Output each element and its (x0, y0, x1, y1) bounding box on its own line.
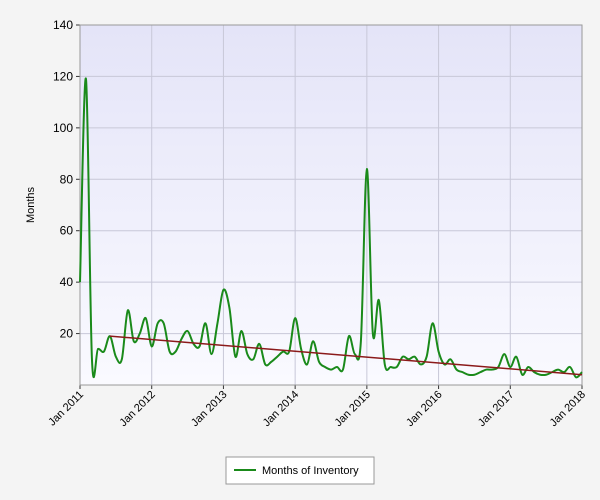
plot-border (79, 24, 583, 386)
legend-label: Months of Inventory (262, 465, 359, 477)
x-tick-label: Jan 2018 (548, 389, 588, 429)
y-axis-label: Months (25, 186, 37, 223)
y-tick-label: 80 (60, 172, 74, 186)
data-line (79, 77, 583, 379)
y-tick-label: 120 (53, 69, 73, 83)
y-tick-label: 140 (53, 18, 73, 32)
y-tick-label: 20 (60, 327, 74, 341)
y-tick-label: 40 (60, 275, 74, 289)
trend-line (109, 335, 583, 376)
x-tick-label: Jan 2015 (332, 389, 372, 429)
x-tick-label: Jan 2011 (46, 389, 86, 429)
x-tick-label: Jan 2012 (117, 389, 157, 429)
x-tick-label: Jan 2013 (189, 389, 229, 429)
y-tick-label: 100 (53, 121, 73, 135)
x-tick-label: Jan 2016 (404, 389, 444, 429)
x-tick-label: Jan 2014 (261, 389, 301, 429)
y-tick-label: 60 (60, 224, 74, 238)
x-tick-label: Jan 2017 (476, 389, 516, 429)
